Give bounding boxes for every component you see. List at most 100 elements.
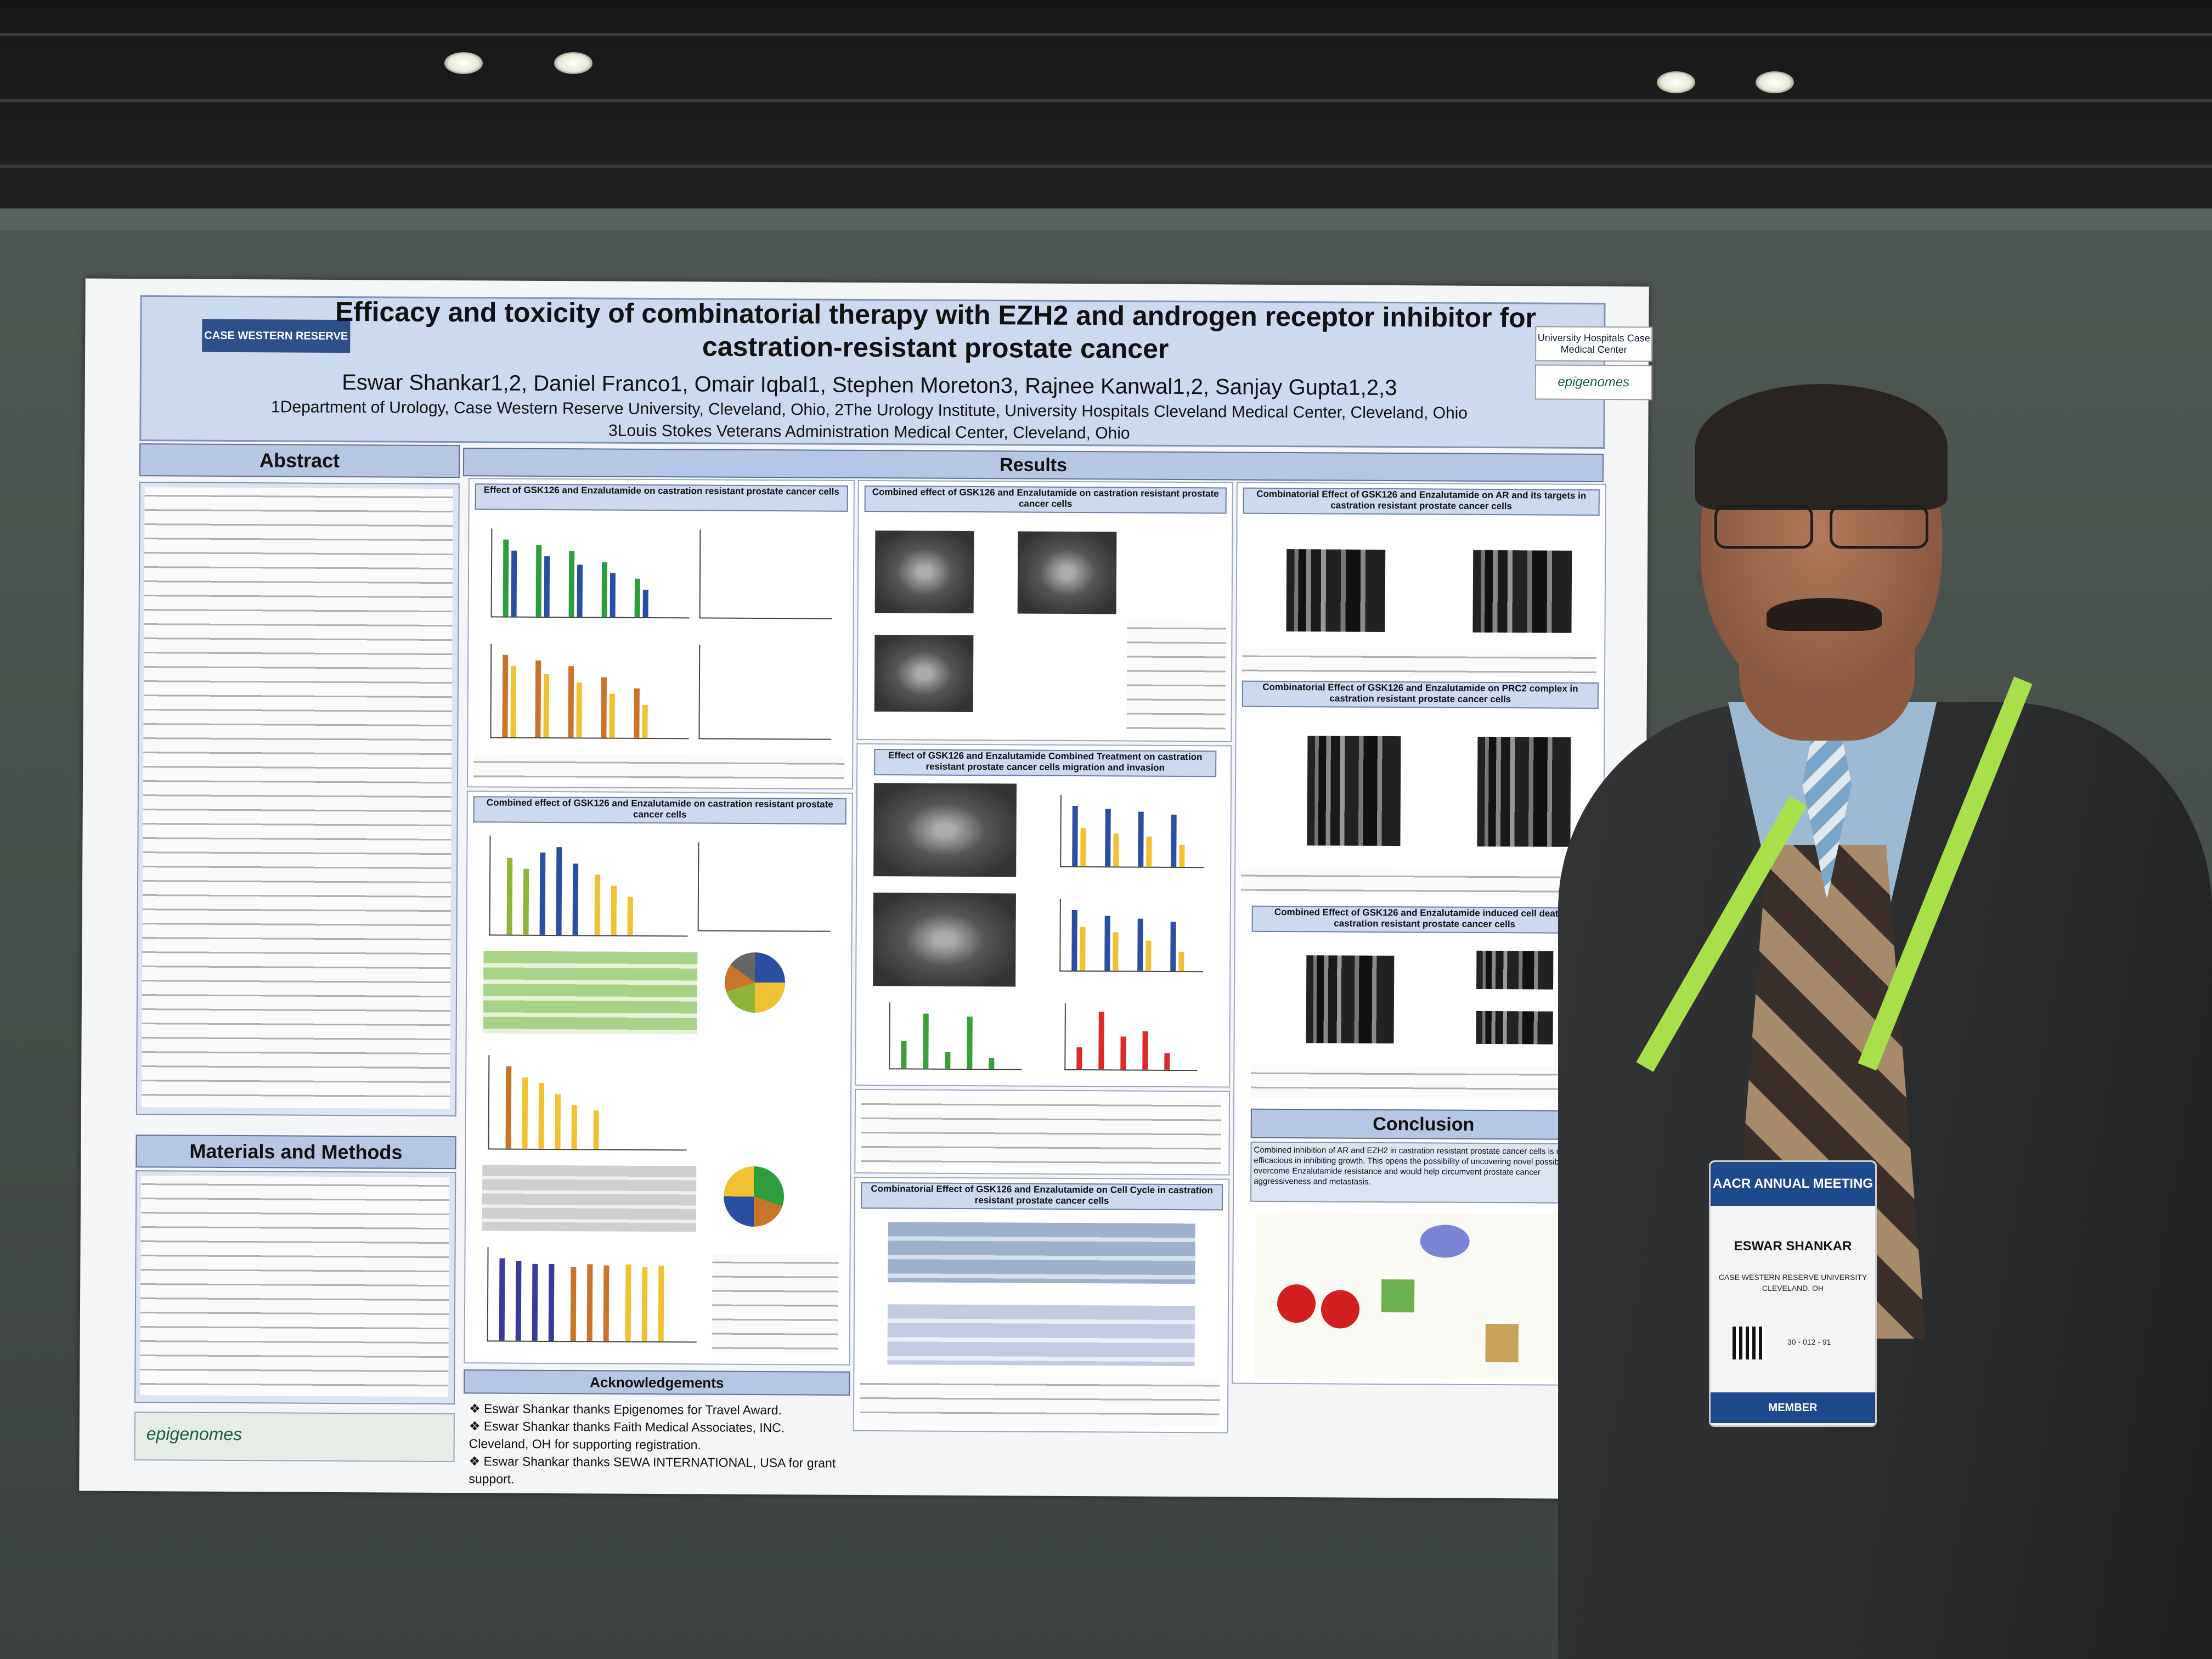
cell-cycle-table-c4-2b (888, 1222, 1195, 1284)
figure-1-caption (473, 753, 845, 780)
chart-bar (515, 1261, 522, 1341)
microscopy-image (1017, 531, 1117, 614)
western-blot (1306, 955, 1395, 1044)
figure-1-heading: Effect of GSK126 and Enzalutamide on cas… (475, 483, 848, 512)
badge-org-line: CLEVELAND, OH (1762, 1284, 1824, 1293)
chart-bar (539, 852, 546, 935)
chart-bar (586, 1264, 593, 1341)
chart-bar (627, 896, 633, 935)
figure-2-caption (712, 1254, 839, 1353)
figure-1b-bar-chart (490, 644, 690, 740)
chart-bar (568, 666, 574, 738)
glasses-lens (1830, 505, 1928, 549)
chart-bar (555, 1094, 561, 1149)
figure-2-panel: Combined effect of GSK126 and Enzalutami… (464, 791, 853, 1365)
chart-bar (1138, 811, 1144, 867)
chart-bar (901, 1041, 907, 1069)
chart-bar (522, 1077, 528, 1149)
research-poster: CASE WESTERN RESERVE University Hospital… (79, 278, 1653, 1499)
acknowledgement-text: Eswar Shankar thanks Epigenomes for Trav… (483, 1401, 782, 1418)
chart-bar (1146, 836, 1152, 867)
ceiling-light (554, 52, 592, 74)
chart-bar (568, 551, 575, 617)
materials-box (134, 1170, 456, 1405)
ceiling-light (444, 52, 483, 74)
chart-bar (1178, 952, 1184, 972)
acknowledgement-text: Eswar Shankar thanks Faith Medical Assoc… (469, 1419, 785, 1452)
chart-bar (1170, 921, 1176, 971)
figure-5-caption (859, 1375, 1220, 1427)
chart-bar (535, 660, 541, 737)
chart-bar (535, 545, 542, 617)
chart-bar (1098, 1012, 1104, 1070)
presenter-person: AACR ANNUAL MEETING ESWAR SHANKAR CASE W… (1525, 384, 2212, 1659)
chart-bar (511, 550, 517, 617)
ceiling (0, 0, 2212, 230)
migration-bar-chart (1060, 794, 1204, 868)
figure-5-panel: Combinatorial Effect of GSK126 and Enzal… (853, 1176, 1230, 1434)
poster-board-frame (0, 208, 2212, 230)
mustache (1767, 598, 1882, 631)
abstract-text (141, 487, 453, 1109)
chart-bar (609, 693, 615, 738)
qr-code-icon (1733, 1327, 1765, 1359)
chart-bar (1179, 845, 1185, 867)
western-blot (1307, 736, 1401, 847)
badge-header: AACR ANNUAL MEETING (1711, 1162, 1875, 1206)
name-badge: AACR ANNUAL MEETING ESWAR SHANKAR CASE W… (1709, 1160, 1877, 1427)
microscopy-image (874, 531, 974, 614)
chart-bar (570, 1267, 577, 1341)
diagram-node (1321, 1290, 1360, 1329)
chart-bar (1072, 805, 1078, 867)
chart-bar (543, 674, 550, 737)
figure-4-caption (861, 1095, 1222, 1169)
chart-bar (611, 885, 617, 935)
chart-bar (634, 688, 640, 738)
figure-1b-curve (698, 645, 832, 740)
figure-1-panel: Effect of GSK126 and Enzalutamide on cas… (466, 478, 855, 789)
chart-bar (1142, 1031, 1148, 1070)
badge-member-strip: MEMBER (1711, 1392, 1875, 1423)
chart-bar (572, 864, 579, 935)
diagram-node (1381, 1279, 1415, 1313)
chart-bar (548, 1264, 555, 1341)
ceiling-truss (0, 99, 2212, 102)
figure-3-heading: Combined effect of GSK126 and Enzalutami… (864, 485, 1227, 514)
abstract-heading: Abstract (139, 443, 460, 478)
chart-bar (1080, 927, 1086, 971)
western-blot (1286, 549, 1386, 632)
figure-2b-table (482, 1165, 697, 1232)
figure-2b-bar-chart (488, 1055, 687, 1151)
figure-3-panel: Combined effect of GSK126 and Enzalutami… (856, 479, 1233, 742)
chart-bar (594, 874, 601, 935)
abstract-box (136, 482, 460, 1117)
acknowledgement-item: ❖ Eswar Shankar thanks Faith Medical Ass… (469, 1419, 785, 1452)
chart-bar (1105, 809, 1111, 867)
chart-bar (577, 565, 583, 617)
badge-number: 30 - 012 - 91 (1787, 1338, 1831, 1346)
figure-4-caption-box (854, 1088, 1231, 1176)
figure-1a-curve (699, 529, 833, 619)
chart-bar (658, 1266, 664, 1342)
chart-bar (576, 682, 582, 738)
figure-1a-bar-chart (490, 528, 690, 619)
acknowledgement-item: ❖ Eswar Shankar thanks Epigenomes for Tr… (469, 1401, 782, 1418)
figure-2a-bar-chart (489, 836, 689, 937)
figure-4d-bar-chart (1064, 1003, 1198, 1071)
chart-bar (641, 1267, 648, 1341)
chart-bar (510, 665, 517, 737)
chart-bar (499, 1258, 505, 1341)
invasion-bar-chart (1059, 899, 1204, 973)
chart-bar (1076, 1047, 1082, 1070)
chart-bar (503, 539, 509, 617)
footer-epigenomes-logo: epigenomes (146, 1424, 242, 1444)
chart-bar (1164, 1053, 1170, 1070)
badge-org-line: CASE WESTERN RESERVE UNIVERSITY (1718, 1273, 1867, 1282)
chart-bar (603, 1265, 610, 1341)
chart-bar (642, 589, 648, 617)
chart-bar (1071, 910, 1077, 971)
chart-bar (923, 1013, 929, 1069)
figure-5-heading: Combinatorial Effect of GSK126 and Enzal… (860, 1182, 1223, 1211)
chart-bar (502, 654, 509, 737)
diagram-node (1277, 1284, 1316, 1323)
